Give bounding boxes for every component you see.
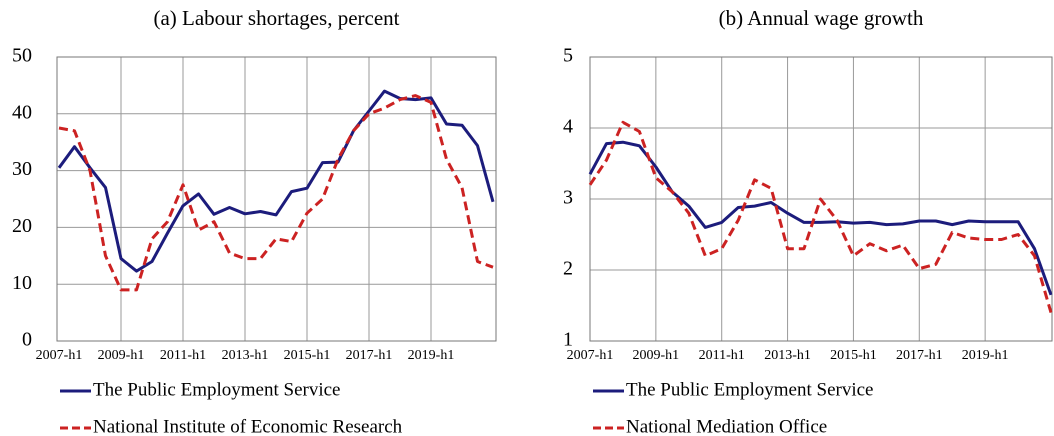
y-tick-label: 2 — [563, 258, 573, 280]
x-tick-label: 2019-h1 — [408, 348, 455, 363]
x-tick-label: 2009-h1 — [633, 348, 680, 363]
plot-frame — [56, 56, 497, 342]
legend-label: The Public Employment Service — [93, 379, 340, 400]
x-tick-label: 2015-h1 — [284, 348, 331, 363]
y-tick-label: 20 — [12, 215, 32, 237]
legend-label: National Institute of Economic Research — [93, 416, 403, 436]
legend-label: National Mediation Office — [626, 416, 827, 436]
series-line — [57, 89, 495, 273]
chart-title: (a) Labour shortages, percent — [153, 6, 399, 30]
x-tick-label: 2007-h1 — [36, 348, 83, 363]
x-tick-label: 2011-h1 — [699, 348, 745, 363]
y-tick-label: 3 — [563, 187, 573, 209]
y-tick-label: 50 — [12, 45, 32, 67]
x-tick-label: 2011-h1 — [160, 348, 206, 363]
y-tick-label: 10 — [12, 272, 32, 294]
y-tick-label: 30 — [12, 158, 32, 180]
y-tick-label: 1 — [563, 329, 573, 351]
x-tick-label: 2013-h1 — [764, 348, 811, 363]
series-line — [588, 120, 1053, 314]
legend-label: The Public Employment Service — [626, 379, 873, 400]
x-tick-label: 2007-h1 — [567, 348, 614, 363]
y-tick-label: 4 — [563, 116, 573, 138]
y-tick-label: 40 — [12, 101, 32, 123]
y-tick-label: 0 — [22, 329, 32, 351]
x-tick-label: 2015-h1 — [830, 348, 877, 363]
x-tick-label: 2017-h1 — [896, 348, 943, 363]
x-tick-label: 2013-h1 — [222, 348, 269, 363]
y-tick-label: 5 — [563, 45, 573, 67]
series-line — [588, 140, 1053, 296]
plot-frame — [589, 56, 1053, 342]
x-tick-label: 2009-h1 — [98, 348, 145, 363]
chart-title: (b) Annual wage growth — [719, 6, 924, 30]
x-tick-label: 2019-h1 — [962, 348, 1009, 363]
x-tick-label: 2017-h1 — [346, 348, 393, 363]
